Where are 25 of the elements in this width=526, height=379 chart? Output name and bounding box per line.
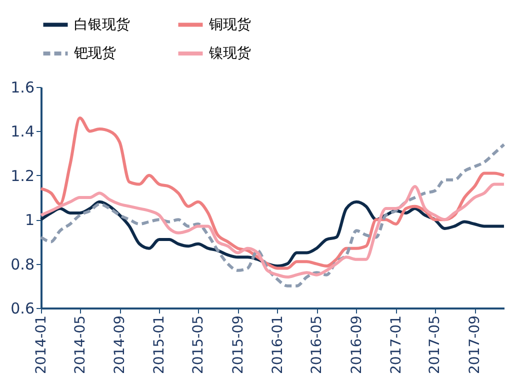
x-tick-label: 2015-09 — [230, 316, 246, 374]
line-series — [40, 142, 506, 288]
x-tick-label: 2016-05 — [309, 316, 326, 374]
x-tick-label: 2015-05 — [190, 316, 207, 374]
legend-label: 镍现货 — [208, 46, 251, 62]
x-tick-label: 2015-01 — [152, 316, 168, 374]
x-tick-label: 2017-09 — [467, 316, 484, 374]
line-series — [40, 116, 506, 270]
y-tick-label: 1 — [24, 211, 34, 230]
y-tick-label: 1.6 — [10, 78, 34, 96]
x-tick-label: 2014-09 — [112, 316, 128, 374]
legend-label: 钯现货 — [73, 46, 116, 62]
y-tick-label: 0.8 — [10, 255, 34, 274]
x-tick-label: 2016-09 — [348, 316, 365, 374]
x-tick-label: 2014-01 — [34, 316, 50, 374]
legend-label: 白银现货 — [74, 16, 130, 33]
legend-label: 铜现货 — [208, 16, 251, 33]
x-tick-label: 2017-05 — [427, 316, 444, 374]
y-tick-label: 1.4 — [10, 122, 34, 141]
x-tick-label: 2014-05 — [72, 316, 88, 374]
y-tick-label: 0.6 — [10, 300, 34, 318]
x-tick-label: 2017-01 — [388, 316, 404, 374]
x-tick-label: 2016-01 — [270, 316, 286, 374]
y-tick-label: 1.2 — [10, 166, 34, 185]
line-series — [40, 182, 506, 279]
